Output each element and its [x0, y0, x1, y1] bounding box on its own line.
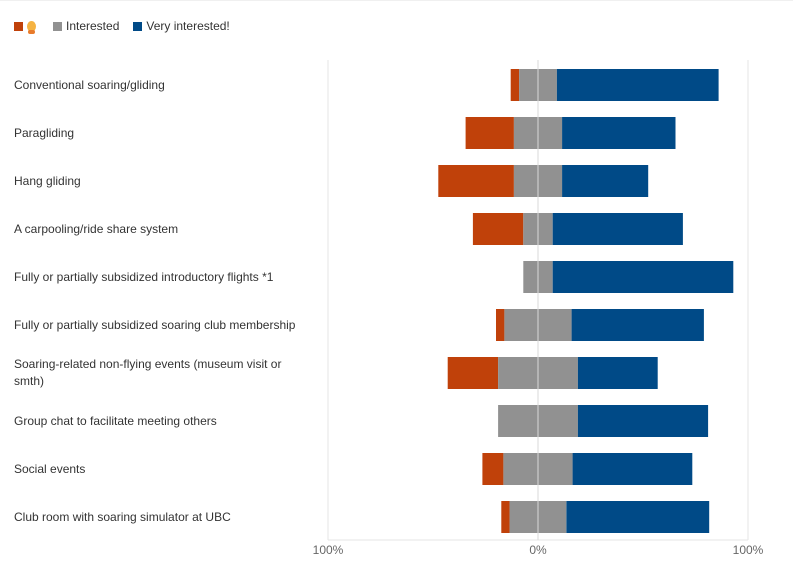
category-label: Conventional soaring/gliding — [14, 77, 165, 92]
tick-label-left: 100% — [313, 543, 344, 557]
category-label: A carpooling/ride share system — [14, 221, 179, 236]
category-label: Hang gliding — [14, 173, 81, 188]
top-divider — [0, 0, 793, 1]
bar-very-interested[interactable] — [556, 69, 719, 101]
legend-item-interested[interactable]: Interested — [53, 19, 119, 33]
bar-very-interested[interactable] — [552, 213, 683, 245]
category-label: Paragliding — [14, 125, 75, 140]
bar-negative[interactable] — [496, 309, 505, 341]
bar-very-interested[interactable] — [577, 357, 658, 389]
bar-very-interested[interactable] — [577, 405, 709, 437]
bar-negative[interactable] — [482, 453, 504, 485]
category-label: Fully or partially subsidized soaring cl… — [14, 317, 296, 332]
bar-negative[interactable] — [447, 357, 499, 389]
tick-label-zero: 0% — [529, 543, 547, 557]
category-label: Group chat to facilitate meeting others — [14, 413, 217, 428]
legend-item-very-interested[interactable]: Very interested! — [133, 19, 230, 33]
bar-very-interested[interactable] — [572, 453, 693, 485]
bar-negative[interactable] — [510, 69, 520, 101]
bar-negative[interactable] — [438, 165, 514, 197]
tick-label-right: 100% — [733, 543, 764, 557]
category-label: Soaring-related non-flying events (museu… — [14, 357, 282, 388]
legend-label-very-interested: Very interested! — [146, 19, 230, 33]
bar-negative[interactable] — [501, 501, 510, 533]
bar-negative[interactable] — [472, 213, 524, 245]
legend-swatch-very-interested — [133, 21, 143, 31]
legend-label-interested: Interested — [66, 19, 120, 33]
bar-very-interested[interactable] — [562, 165, 649, 197]
category-label: Social events — [14, 461, 86, 476]
bar-very-interested[interactable] — [571, 309, 704, 341]
legend: Interested Very interested! — [14, 18, 244, 34]
bar-negative[interactable] — [465, 117, 514, 149]
legend-swatch-negative — [14, 21, 23, 31]
person-emoji-icon — [27, 20, 39, 34]
category-label: Club room with soaring simulator at UBC — [14, 509, 231, 524]
category-label: Fully or partially subsidized introducto… — [14, 269, 274, 284]
bar-very-interested[interactable] — [552, 261, 734, 293]
bar-very-interested[interactable] — [566, 501, 710, 533]
legend-item-negative[interactable] — [14, 20, 39, 34]
legend-swatch-interested — [53, 21, 62, 31]
bar-very-interested[interactable] — [562, 117, 676, 149]
